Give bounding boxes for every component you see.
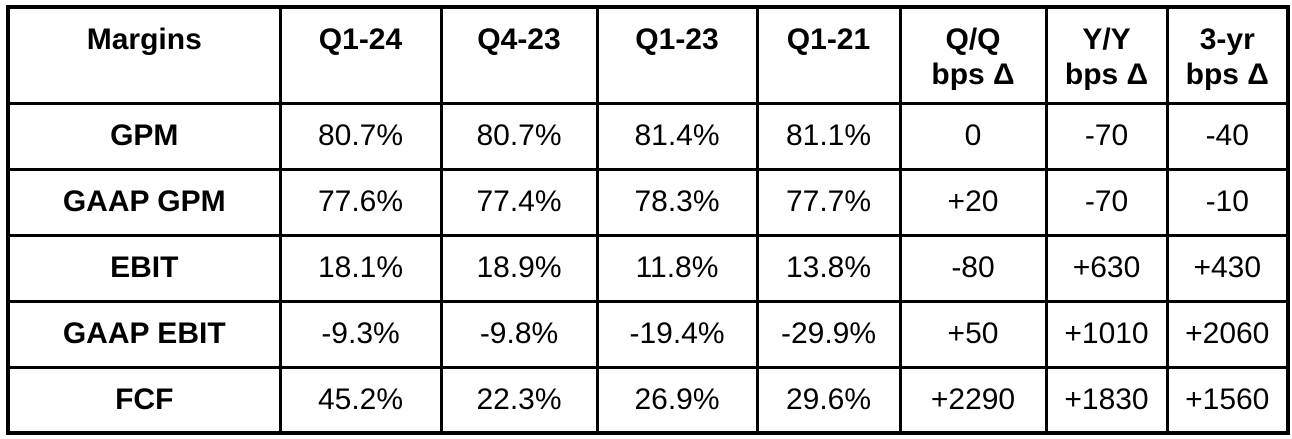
table-cell: -9.8% [439, 299, 599, 369]
table-cell: 26.9% [595, 365, 759, 435]
column-header-q1-23: Q1-23 [595, 5, 759, 105]
header-label-line2: bps Δ [1185, 58, 1269, 92]
header-label: 3-yr [1199, 23, 1255, 56]
table-cell: 77.6% [278, 167, 443, 237]
table-cell: +2060 [1165, 299, 1290, 369]
row-label-fcf: FCF [6, 365, 282, 435]
table-cell: 77.4% [439, 167, 599, 237]
table-cell: -40 [1165, 101, 1290, 171]
table-cell: 29.6% [755, 365, 902, 435]
column-header-margins: Margins [6, 5, 282, 105]
table-cell: 77.7% [755, 167, 902, 237]
header-label: Q1-21 [786, 23, 871, 56]
table-row-gpm: GPM 80.7% 80.7% 81.4% 81.1% 0 -70 -40 [6, 101, 1290, 171]
column-header-q4-23: Q4-23 [439, 5, 599, 105]
table-cell: +50 [898, 299, 1048, 369]
table-cell: -19.4% [595, 299, 759, 369]
table-cell: 81.1% [755, 101, 902, 171]
header-label: Q1-24 [318, 23, 403, 56]
column-header-q1-21: Q1-21 [755, 5, 902, 105]
table-cell: -70 [1044, 101, 1169, 171]
column-header-qq-bps-delta: Q/Q bps Δ [898, 5, 1048, 105]
table-cell: 78.3% [595, 167, 759, 237]
header-label-line2: bps Δ [1064, 58, 1149, 92]
column-header-yy-bps-delta: Y/Y bps Δ [1044, 5, 1169, 105]
table-row-ebit: EBIT 18.1% 18.9% 11.8% 13.8% -80 +630 +4… [6, 233, 1290, 303]
table-header-row: Margins Q1-24 Q4-23 Q1-23 Q1-21 [6, 5, 1290, 105]
row-label-gaap-ebit: GAAP EBIT [6, 299, 282, 369]
table-cell: 13.8% [755, 233, 902, 303]
header-label: Q/Q [945, 23, 1001, 56]
table-cell: -80 [898, 233, 1048, 303]
table-cell: +430 [1165, 233, 1290, 303]
table-cell: +2290 [898, 365, 1048, 435]
column-header-q1-24: Q1-24 [278, 5, 443, 105]
header-label: Margins [86, 23, 202, 56]
table-row-fcf: FCF 45.2% 22.3% 26.9% 29.6% +2290 +1830 … [6, 365, 1290, 435]
table-cell: 0 [898, 101, 1048, 171]
table-cell: -9.3% [278, 299, 443, 369]
row-label-gpm: GPM [6, 101, 282, 171]
table-cell: +1560 [1165, 365, 1290, 435]
table-cell: 80.7% [439, 101, 599, 171]
table-cell: +630 [1044, 233, 1169, 303]
header-label: Q4-23 [477, 23, 561, 56]
table-cell: 18.9% [439, 233, 599, 303]
table-row-gaap-ebit: GAAP EBIT -9.3% -9.8% -19.4% -29.9% +50 … [6, 299, 1290, 369]
table-cell: -70 [1044, 167, 1169, 237]
table-cell: 18.1% [278, 233, 443, 303]
table-cell: -10 [1165, 167, 1290, 237]
table-cell: +1010 [1044, 299, 1169, 369]
table-cell: +20 [898, 167, 1048, 237]
margins-table-container: Margins Q1-24 Q4-23 Q1-23 Q1-21 [6, 5, 1290, 435]
row-label-gaap-gpm: GAAP GPM [6, 167, 282, 237]
table-cell: 45.2% [278, 365, 443, 435]
table-cell: 80.7% [278, 101, 443, 171]
header-label: Y/Y [1082, 23, 1131, 56]
table-cell: +1830 [1044, 365, 1169, 435]
header-label: Q1-23 [635, 23, 719, 56]
row-label-ebit: EBIT [6, 233, 282, 303]
column-header-3yr-bps-delta: 3-yr bps Δ [1165, 5, 1290, 105]
table-cell: 81.4% [595, 101, 759, 171]
table-cell: 11.8% [595, 233, 759, 303]
table-cell: -29.9% [755, 299, 902, 369]
header-label-line2: bps Δ [931, 58, 1015, 92]
table-cell: 22.3% [439, 365, 599, 435]
table-row-gaap-gpm: GAAP GPM 77.6% 77.4% 78.3% 77.7% +20 -70… [6, 167, 1290, 237]
margins-table: Margins Q1-24 Q4-23 Q1-23 Q1-21 [6, 5, 1290, 435]
